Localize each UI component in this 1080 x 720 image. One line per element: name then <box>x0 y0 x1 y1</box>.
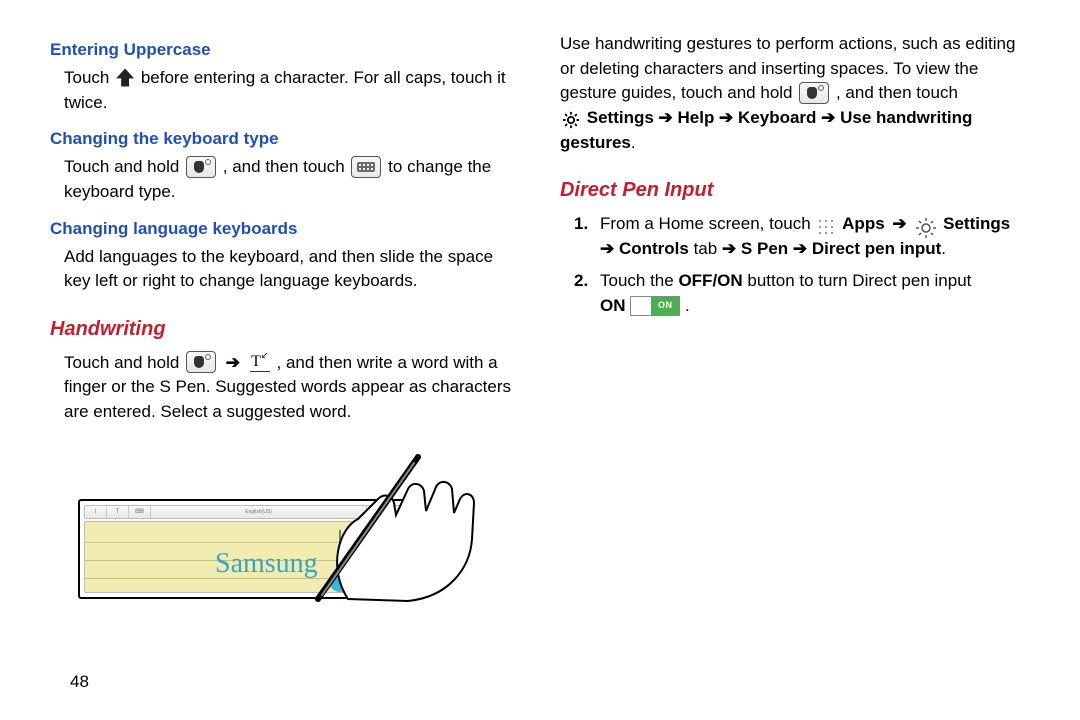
left-column: Entering Uppercase Touch before entering… <box>50 32 520 599</box>
mic-gear-key-icon <box>186 351 216 373</box>
direct-pen-steps: 1. From a Home screen, touch Apps ➔ Sett… <box>574 212 1030 327</box>
page-number: 48 <box>70 672 89 692</box>
para-keyboard-type: Touch and hold , and then touch to chang… <box>64 155 520 204</box>
handwriting-sample-text: Samsung <box>215 548 318 580</box>
t-handwriting-icon: T↙ <box>250 352 270 372</box>
mic-gear-key-icon <box>799 82 829 104</box>
on-toggle[interactable]: ON <box>630 296 680 316</box>
right-column: Use handwriting gestures to perform acti… <box>560 32 1030 599</box>
para-gestures: Use handwriting gestures to perform acti… <box>560 32 1030 155</box>
keyboard-icon <box>351 156 381 178</box>
heading-keyboard-type: Changing the keyboard type <box>50 129 520 149</box>
para-language-kb: Add languages to the keyboard, and then … <box>64 245 520 294</box>
heading-handwriting: Handwriting <box>50 318 520 341</box>
gear-icon <box>562 111 580 129</box>
settings-sun-icon <box>916 218 936 238</box>
para-handwriting: Touch and hold ➔ T↙ , and then write a w… <box>64 351 520 425</box>
apps-grid-icon <box>817 218 835 236</box>
step-1: 1. From a Home screen, touch Apps ➔ Sett… <box>574 212 1030 261</box>
heading-language-kb: Changing language keyboards <box>50 219 520 239</box>
shift-icon <box>116 69 134 87</box>
step-2: 2. Touch the OFF/ON button to turn Direc… <box>574 269 1030 318</box>
mic-gear-key-icon <box>186 156 216 178</box>
heading-uppercase: Entering Uppercase <box>50 40 520 60</box>
handwriting-figure: ⟨T⌨ English(US) ⌫↩ Samsung <box>78 459 448 599</box>
heading-direct-pen: Direct Pen Input <box>560 179 1030 202</box>
para-uppercase: Touch before entering a character. For a… <box>64 66 520 115</box>
hand-with-pen-illustration <box>308 429 488 609</box>
